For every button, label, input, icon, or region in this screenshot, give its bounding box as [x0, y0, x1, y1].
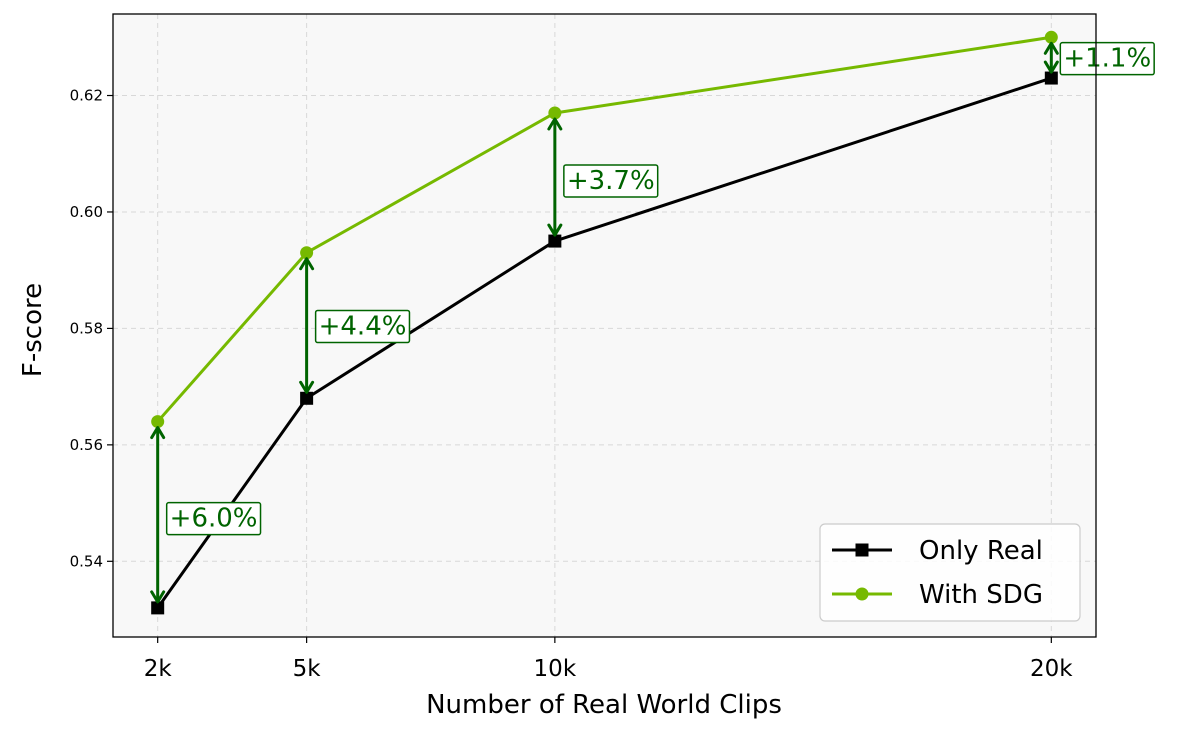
series-line-with-sdg	[156, 35, 1052, 423]
y-tick-label: 0.54	[70, 552, 103, 570]
improvement-arrowhead-up	[150, 426, 166, 440]
improvement-arrowhead-up	[547, 117, 563, 131]
improvement-arrowhead-up	[1043, 41, 1059, 55]
data-point-only-real	[300, 391, 314, 405]
y-tick-label: 0.58	[70, 319, 103, 337]
y-axis-title: F-score	[18, 283, 48, 377]
x-tick-label: 2k	[144, 656, 173, 682]
legend-box	[819, 523, 1081, 622]
improvement-arrowhead-down	[150, 590, 166, 604]
y-tick-label: 0.62	[70, 87, 103, 105]
data-point-only-real	[548, 234, 562, 248]
y-axis-ticks: 0.54 0.56 0.58 0.60 0.62	[70, 87, 113, 570]
x-tick-label: 10k	[534, 656, 577, 682]
improvement-arrowhead-up	[299, 257, 315, 271]
legend-label-only-real: Only Real	[919, 536, 1043, 566]
data-point-with-sdg	[300, 246, 314, 260]
plot-frame	[112, 13, 1097, 638]
x-axis-ticks: 2k 5k 10k 20k	[144, 637, 1073, 682]
y-tick-label: 0.60	[70, 203, 103, 221]
legend-marker-with-sdg	[855, 587, 869, 601]
x-axis-title: Number of Real World Clips	[426, 690, 782, 720]
gridlines	[113, 14, 1096, 637]
improvement-arrowhead-down	[1043, 60, 1059, 74]
data-point-only-real	[151, 601, 165, 615]
x-tick-label: 20k	[1030, 656, 1073, 682]
y-tick-label: 0.56	[70, 436, 103, 454]
improvement-label-box	[1059, 41, 1155, 76]
data-point-with-sdg	[151, 415, 165, 429]
improvement-label: +1.1%	[1063, 44, 1151, 74]
improvement-label-box	[165, 501, 262, 536]
improvement-label: +3.7%	[567, 166, 655, 196]
data-point-with-sdg	[548, 106, 562, 120]
improvement-arrowhead-down	[547, 223, 563, 237]
improvement-arrowhead-down	[299, 380, 315, 394]
improvement-label-box	[314, 309, 411, 344]
legend: Only Real With SDG	[819, 523, 1081, 622]
data-point-only-real	[1044, 71, 1058, 85]
improvement-label: +4.4%	[319, 312, 407, 342]
data-point-with-sdg	[1044, 30, 1058, 44]
improvement-label-box	[563, 164, 659, 198]
x-tick-label: 5k	[293, 656, 322, 682]
legend-marker-only-real	[855, 543, 869, 557]
legend-label-with-sdg: With SDG	[919, 580, 1043, 610]
improvement-label: +6.0%	[170, 504, 258, 534]
annotations-layer: +6.0% +4.4% +3.7% +1.1%	[150, 41, 1155, 604]
